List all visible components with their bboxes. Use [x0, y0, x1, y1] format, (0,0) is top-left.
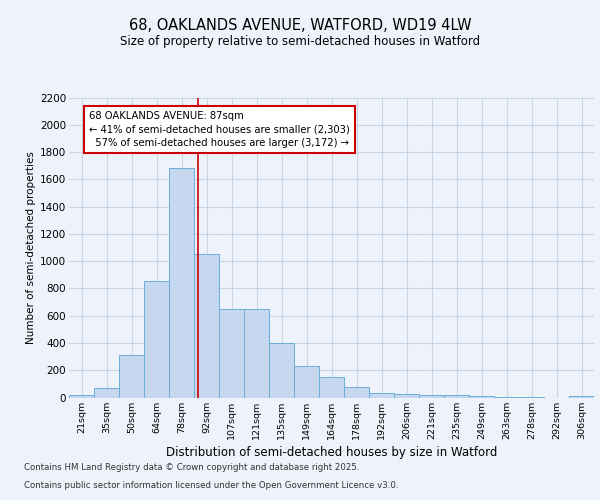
Text: 68 OAKLANDS AVENUE: 87sqm
← 41% of semi-detached houses are smaller (2,303)
  57: 68 OAKLANDS AVENUE: 87sqm ← 41% of semi-…: [89, 111, 350, 148]
Bar: [319, 377, 344, 398]
Bar: [369, 394, 394, 398]
Bar: [519, 397, 544, 398]
Text: Contains public sector information licensed under the Open Government Licence v3: Contains public sector information licen…: [24, 481, 398, 490]
Bar: [494, 397, 519, 398]
Bar: [269, 343, 294, 398]
Bar: [469, 396, 494, 398]
Y-axis label: Number of semi-detached properties: Number of semi-detached properties: [26, 151, 36, 344]
X-axis label: Distribution of semi-detached houses by size in Watford: Distribution of semi-detached houses by …: [166, 446, 497, 458]
Bar: [94, 388, 119, 398]
Bar: [344, 386, 369, 398]
Bar: [394, 394, 419, 398]
Bar: [119, 355, 144, 398]
Text: Contains HM Land Registry data © Crown copyright and database right 2025.: Contains HM Land Registry data © Crown c…: [24, 464, 359, 472]
Bar: [569, 396, 594, 398]
Text: 68, OAKLANDS AVENUE, WATFORD, WD19 4LW: 68, OAKLANDS AVENUE, WATFORD, WD19 4LW: [128, 18, 472, 32]
Bar: [294, 366, 319, 398]
Bar: [194, 254, 219, 398]
Bar: [419, 395, 444, 398]
Bar: [244, 309, 269, 398]
Bar: [444, 396, 469, 398]
Bar: [69, 396, 94, 398]
Bar: [169, 168, 194, 398]
Bar: [144, 281, 169, 398]
Text: Size of property relative to semi-detached houses in Watford: Size of property relative to semi-detach…: [120, 35, 480, 48]
Bar: [219, 309, 244, 398]
